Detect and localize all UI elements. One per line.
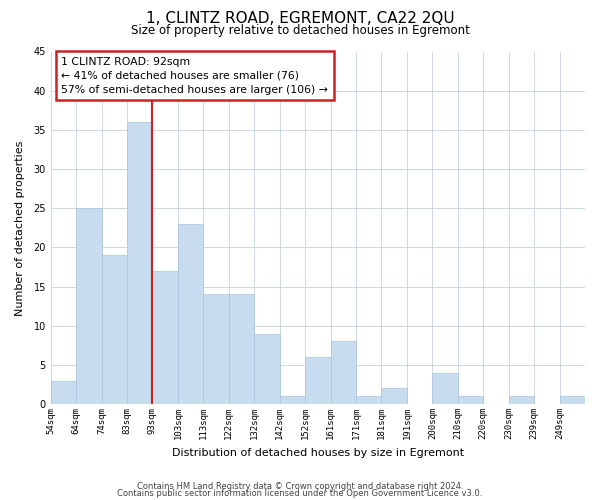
Bar — [178, 224, 203, 404]
X-axis label: Distribution of detached houses by size in Egremont: Distribution of detached houses by size … — [172, 448, 464, 458]
Bar — [152, 271, 178, 404]
Bar — [305, 357, 331, 404]
Bar — [509, 396, 534, 404]
Bar — [331, 342, 356, 404]
Bar — [433, 373, 458, 404]
Bar — [254, 334, 280, 404]
Bar — [560, 396, 585, 404]
Bar — [229, 294, 254, 404]
Bar — [382, 388, 407, 404]
Text: 1 CLINTZ ROAD: 92sqm
← 41% of detached houses are smaller (76)
57% of semi-detac: 1 CLINTZ ROAD: 92sqm ← 41% of detached h… — [61, 57, 328, 95]
Bar — [356, 396, 382, 404]
Text: 1, CLINTZ ROAD, EGREMONT, CA22 2QU: 1, CLINTZ ROAD, EGREMONT, CA22 2QU — [146, 11, 454, 26]
Bar — [50, 380, 76, 404]
Text: Size of property relative to detached houses in Egremont: Size of property relative to detached ho… — [131, 24, 469, 37]
Bar — [203, 294, 229, 404]
Y-axis label: Number of detached properties: Number of detached properties — [15, 140, 25, 316]
Bar — [101, 255, 127, 404]
Bar — [280, 396, 305, 404]
Text: Contains public sector information licensed under the Open Government Licence v3: Contains public sector information licen… — [118, 488, 482, 498]
Bar — [76, 208, 101, 404]
Bar — [458, 396, 483, 404]
Bar — [127, 122, 152, 404]
Text: Contains HM Land Registry data © Crown copyright and database right 2024.: Contains HM Land Registry data © Crown c… — [137, 482, 463, 491]
